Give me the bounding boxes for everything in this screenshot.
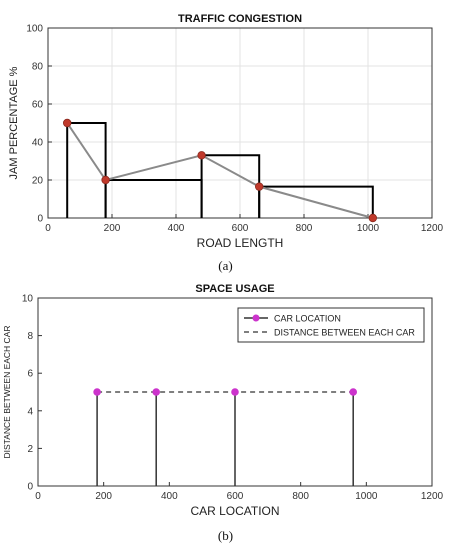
x-tick-label: 1200	[421, 491, 444, 502]
x-tick-label: 600	[232, 223, 249, 234]
y-tick-label: 100	[26, 24, 43, 35]
chart-b-x-axis-label: CAR LOCATION	[190, 504, 279, 518]
step-bar	[104, 179, 203, 218]
caption-b: (b)	[217, 528, 234, 543]
legend-label-car: CAR LOCATION	[274, 314, 341, 324]
x-tick-label: 1200	[421, 223, 444, 234]
x-tick-label: 200	[104, 223, 121, 234]
chart-b-title: SPACE USAGE	[195, 283, 274, 295]
y-tick-label: 10	[22, 294, 34, 305]
jam-point	[101, 175, 110, 185]
y-tick-label: 0	[37, 214, 43, 225]
chart-b-y-axis-label: DISTANCE BETWEEN EACH CAR	[2, 325, 12, 458]
caption-a: (a)	[218, 258, 233, 273]
legend-box	[237, 307, 425, 343]
step-bar	[258, 185, 374, 218]
x-tick-label: 600	[227, 491, 244, 502]
y-tick-label: 0	[27, 482, 33, 493]
x-tick-label: 400	[161, 491, 178, 502]
x-tick-label: 200	[95, 491, 112, 502]
x-tick-label: 400	[168, 223, 185, 234]
y-tick-label: 20	[32, 176, 44, 187]
step-bar	[200, 154, 261, 218]
jam-point	[368, 213, 377, 223]
jam-point	[255, 182, 264, 191]
x-tick-label: 1000	[355, 491, 378, 502]
y-tick-label: 6	[27, 369, 33, 380]
legend-marker-car	[252, 314, 260, 322]
traffic-congestion-chart: 0 200 400 600 800 1000 1200 0 20 40 60 80 100 TRAFFIC…	[8, 13, 444, 250]
y-tick-label: 60	[32, 100, 44, 111]
car-location-point	[93, 388, 101, 396]
legend-label-distance: DISTANCE BETWEEN EACH CAR	[274, 328, 415, 338]
chart-a-y-axis-label: JAM PERCENTAGE %	[8, 66, 20, 179]
car-location-point	[152, 388, 160, 396]
car-location-point	[349, 388, 358, 396]
step-bar	[66, 122, 107, 218]
y-tick-label: 4	[27, 406, 33, 417]
space-usage-chart: 0 200 400 600 800 1000 1200 0 2 4 6 8 10 SPACE USAGE C…	[2, 283, 444, 518]
y-tick-label: 80	[32, 62, 44, 73]
jam-point	[197, 151, 206, 160]
chart-a-x-axis-label: ROAD LENGTH	[197, 236, 284, 250]
x-tick-label: 1000	[357, 223, 380, 234]
chart-a-title: TRAFFIC CONGESTION	[178, 13, 302, 25]
jam-trend-line	[66, 122, 374, 219]
jam-point	[62, 118, 72, 128]
x-tick-label: 0	[35, 491, 41, 502]
x-tick-label: 800	[292, 491, 309, 502]
y-tick-label: 40	[32, 138, 44, 149]
y-tick-label: 2	[27, 444, 33, 455]
y-tick-label: 8	[27, 331, 33, 342]
car-location-point	[231, 388, 239, 396]
x-tick-label: 800	[296, 223, 313, 234]
x-tick-label: 0	[45, 223, 51, 234]
